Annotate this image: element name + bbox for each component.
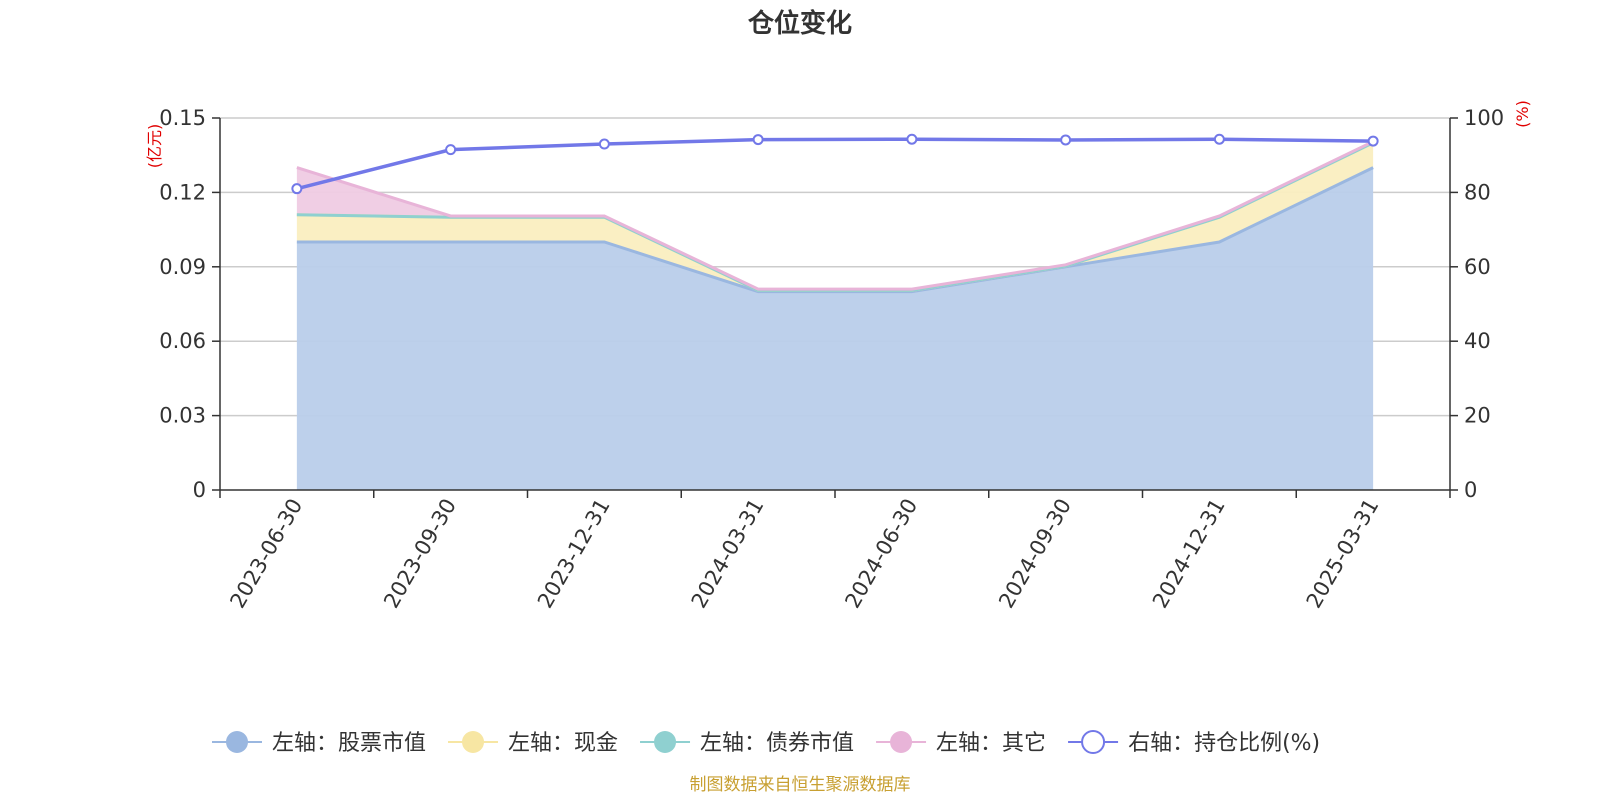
legend-marker-2: [654, 731, 677, 753]
ratio-point: [906, 133, 918, 145]
left-axis-tick-label: 0.15: [159, 106, 206, 130]
legend-marker-1: [462, 731, 485, 753]
ratio-point: [1060, 134, 1072, 146]
x-axis-label: 2023-09-30: [379, 495, 461, 613]
area-line-3: [296, 140, 1374, 291]
right-axis-unit: (%): [1513, 100, 1532, 128]
legend-marker-3: [890, 731, 913, 753]
left-axis-tick-label: 0: [193, 478, 206, 502]
right-axis-tick-label: 40: [1464, 329, 1491, 353]
ratio-point: [291, 183, 303, 195]
right-axis-tick-label: 80: [1464, 180, 1491, 204]
legend-label-1: 左轴：现金: [508, 731, 618, 756]
legend-label-2: 左轴：债券市值: [700, 731, 854, 756]
x-axis-label: 2024-12-31: [1148, 495, 1230, 613]
ratio-point: [1367, 135, 1379, 147]
ratio-point: [752, 134, 764, 146]
legend: 左轴：股票市值 左轴：现金 左轴：债券市值 左轴：其它 右轴：持仓比例(%): [212, 730, 1320, 756]
right-axis-tick-label: 60: [1464, 255, 1491, 279]
left-axis-tick-label: 0.03: [159, 404, 206, 428]
right-axis-tick-label: 0: [1464, 478, 1477, 502]
left-axis-tick-label: 0.06: [159, 329, 206, 353]
x-axis-label: 2023-12-31: [533, 495, 615, 613]
x-axis-label: 2024-03-31: [687, 495, 769, 613]
ratio-point: [445, 144, 457, 156]
ratio-point: [1213, 133, 1225, 145]
stacked-areas: [296, 140, 1374, 490]
legend-label-3: 左轴：其它: [936, 731, 1046, 756]
x-axis-label: 2024-06-30: [840, 495, 922, 613]
x-axis-label: 2023-06-30: [225, 495, 307, 613]
legend-label-4: 右轴：持仓比例(%): [1128, 731, 1320, 756]
ratio-line-layer: [291, 133, 1379, 195]
x-axis-label: 2025-03-31: [1302, 495, 1384, 613]
right-axis-tick-label: 100: [1464, 106, 1504, 130]
left-axis-tick-label: 0.09: [159, 255, 206, 279]
chart-title: 仓位变化: [747, 8, 852, 39]
data-source-note: 制图数据来自恒生聚源数据库: [690, 775, 911, 795]
right-axis-tick-label: 20: [1464, 404, 1491, 428]
ratio-point: [598, 138, 610, 150]
legend-marker-0: [226, 731, 248, 753]
legend-marker-4: [1081, 730, 1106, 754]
area-fill-0: [296, 167, 1374, 490]
left-axis-tick-label: 0.12: [159, 180, 206, 204]
ratio-line: [296, 137, 1374, 191]
x-axis-label: 2024-09-30: [994, 495, 1076, 613]
left-axis-unit: (亿元): [145, 124, 164, 169]
legend-label-0: 左轴：股票市值: [272, 731, 426, 756]
